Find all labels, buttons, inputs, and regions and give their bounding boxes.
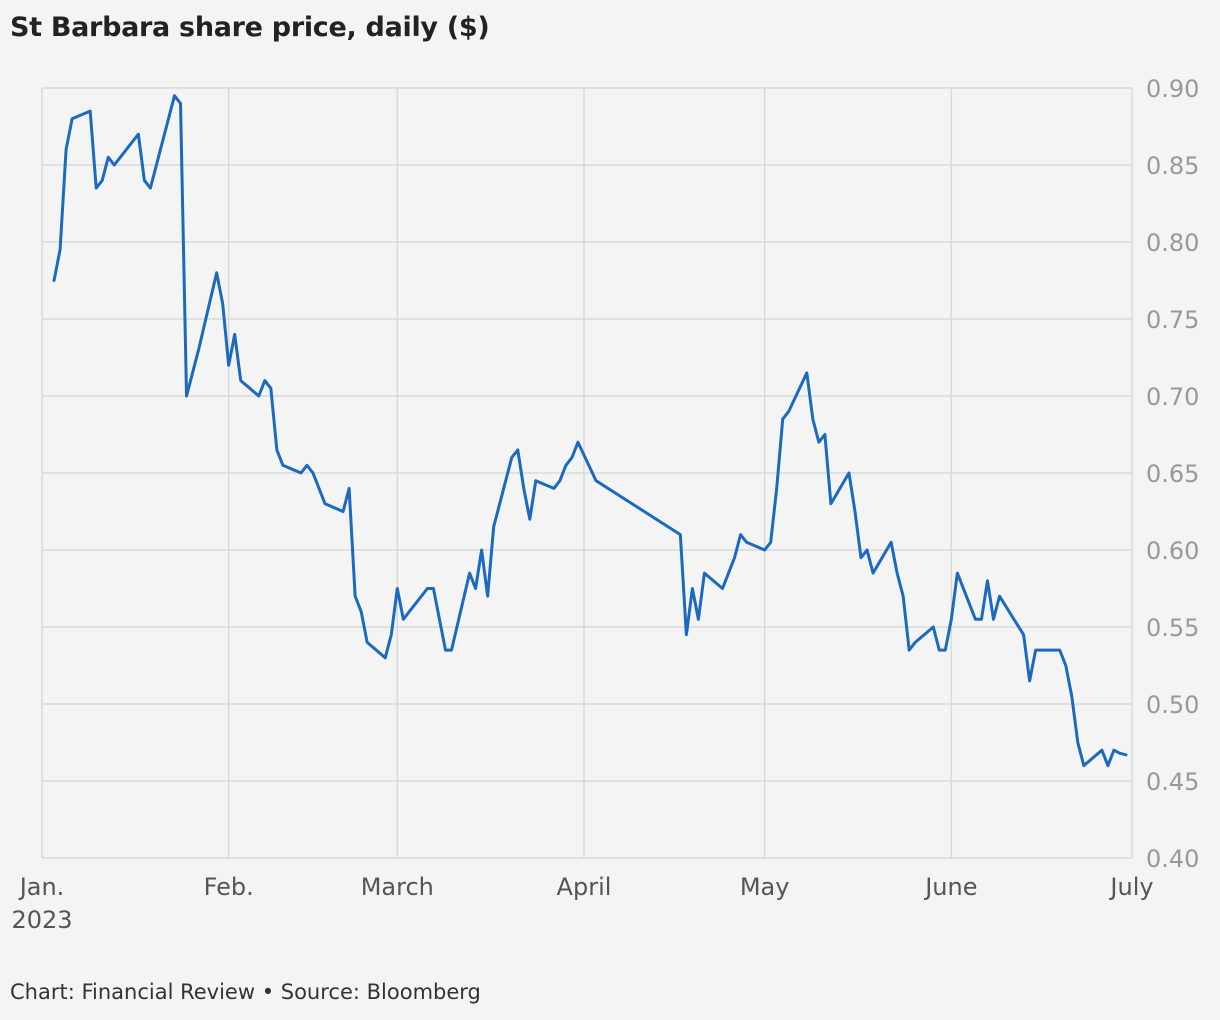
chart-title: St Barbara share price, daily ($) <box>10 12 490 43</box>
y-tick-label: 0.40 <box>1146 845 1199 873</box>
x-tick-label: Feb. <box>204 873 254 901</box>
axis-layer: 0.40 0.45 0.50 0.55 0.60 0.65 0.70 0.75 0.80 0.85… <box>11 75 1199 934</box>
y-tick-label: 0.80 <box>1146 229 1199 257</box>
y-tick-label: 0.65 <box>1146 460 1199 488</box>
y-tick-label: 0.85 <box>1146 152 1199 180</box>
y-tick-label: 0.75 <box>1146 306 1199 334</box>
grid-layer <box>41 87 1133 859</box>
x-tick-label: March <box>361 873 434 901</box>
x-tick-year-label: 2023 <box>11 906 72 934</box>
y-tick-label: 0.70 <box>1146 383 1199 411</box>
y-tick-label: 0.50 <box>1146 691 1199 719</box>
x-tick-label: May <box>740 873 790 901</box>
chart-credit: Chart: Financial Review • Source: Bloomb… <box>10 980 481 1004</box>
price-series-line <box>52 94 1128 768</box>
y-tick-label: 0.45 <box>1146 768 1199 796</box>
x-tick-label: July <box>1108 873 1153 901</box>
y-tick-label: 0.90 <box>1146 75 1199 103</box>
y-tick-label: 0.60 <box>1146 537 1199 565</box>
x-tick-label: Jan. <box>18 873 65 901</box>
series-layer <box>52 94 1128 768</box>
x-tick-label: June <box>923 873 977 901</box>
y-tick-label: 0.55 <box>1146 614 1199 642</box>
x-tick-label: April <box>557 873 612 901</box>
